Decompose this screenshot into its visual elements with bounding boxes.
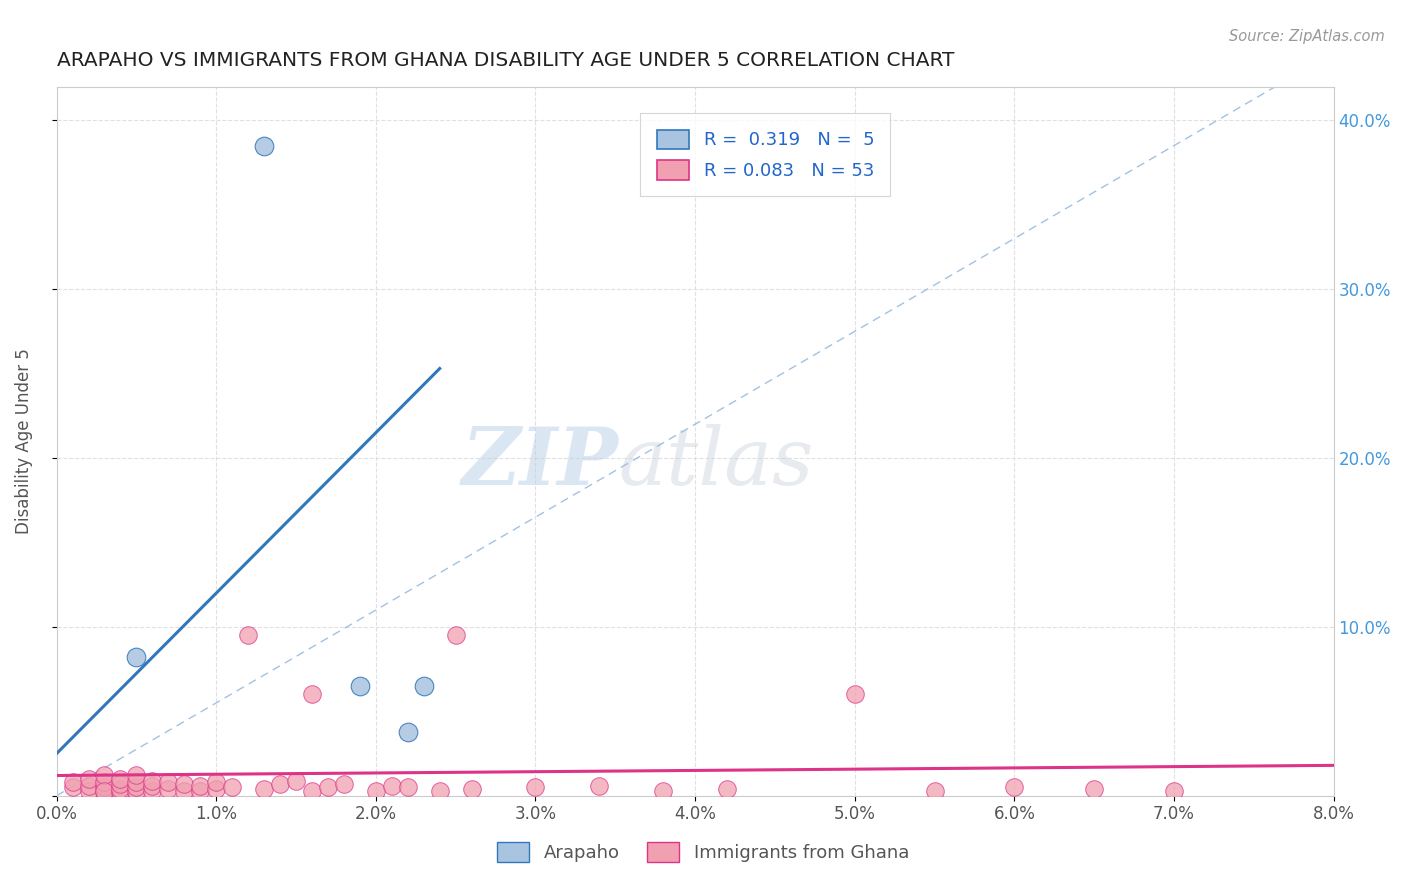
- Point: [110, 782, 132, 797]
- Point: [157, 775, 180, 789]
- Point: [62, 780, 84, 795]
- Point: [253, 138, 276, 153]
- Point: [364, 783, 387, 797]
- Point: [125, 775, 148, 789]
- Point: [238, 628, 260, 642]
- Point: [1163, 783, 1185, 797]
- Point: [77, 783, 100, 797]
- Text: ARAPAHO VS IMMIGRANTS FROM GHANA DISABILITY AGE UNDER 5 CORRELATION CHART: ARAPAHO VS IMMIGRANTS FROM GHANA DISABIL…: [56, 51, 955, 70]
- Point: [141, 779, 163, 793]
- Point: [316, 780, 339, 795]
- Point: [173, 783, 195, 797]
- Point: [396, 780, 419, 795]
- Point: [110, 785, 132, 799]
- Point: [188, 779, 211, 793]
- Point: [412, 679, 434, 693]
- Point: [93, 775, 115, 789]
- Point: [93, 785, 115, 799]
- Point: [173, 777, 195, 791]
- Legend: Arapaho, Immigrants from Ghana: Arapaho, Immigrants from Ghana: [489, 835, 917, 870]
- Point: [93, 780, 115, 795]
- Point: [285, 773, 308, 788]
- Point: [844, 688, 866, 702]
- Point: [301, 688, 323, 702]
- Point: [110, 772, 132, 786]
- Point: [716, 782, 738, 797]
- Point: [1083, 782, 1105, 797]
- Point: [301, 783, 323, 797]
- Point: [157, 782, 180, 797]
- Point: [349, 679, 371, 693]
- Point: [125, 650, 148, 665]
- Point: [588, 779, 610, 793]
- Legend: R =  0.319   N =  5, R = 0.083   N = 53: R = 0.319 N = 5, R = 0.083 N = 53: [640, 113, 890, 196]
- Point: [381, 779, 404, 793]
- Point: [77, 779, 100, 793]
- Point: [396, 724, 419, 739]
- Point: [253, 782, 276, 797]
- Point: [110, 777, 132, 791]
- Point: [221, 780, 243, 795]
- Point: [188, 783, 211, 797]
- Point: [77, 772, 100, 786]
- Point: [141, 783, 163, 797]
- Point: [524, 780, 547, 795]
- Point: [125, 780, 148, 795]
- Point: [93, 768, 115, 782]
- Point: [269, 777, 291, 791]
- Point: [125, 768, 148, 782]
- Point: [93, 783, 115, 797]
- Text: Source: ZipAtlas.com: Source: ZipAtlas.com: [1229, 29, 1385, 44]
- Point: [333, 777, 356, 791]
- Point: [924, 783, 946, 797]
- Y-axis label: Disability Age Under 5: Disability Age Under 5: [15, 348, 32, 534]
- Point: [205, 782, 228, 797]
- Point: [652, 783, 675, 797]
- Point: [205, 775, 228, 789]
- Point: [125, 783, 148, 797]
- Point: [444, 628, 467, 642]
- Point: [460, 782, 482, 797]
- Text: ZIP: ZIP: [461, 424, 619, 501]
- Point: [429, 783, 451, 797]
- Point: [62, 775, 84, 789]
- Point: [1002, 780, 1025, 795]
- Text: atlas: atlas: [619, 424, 814, 501]
- Point: [141, 773, 163, 788]
